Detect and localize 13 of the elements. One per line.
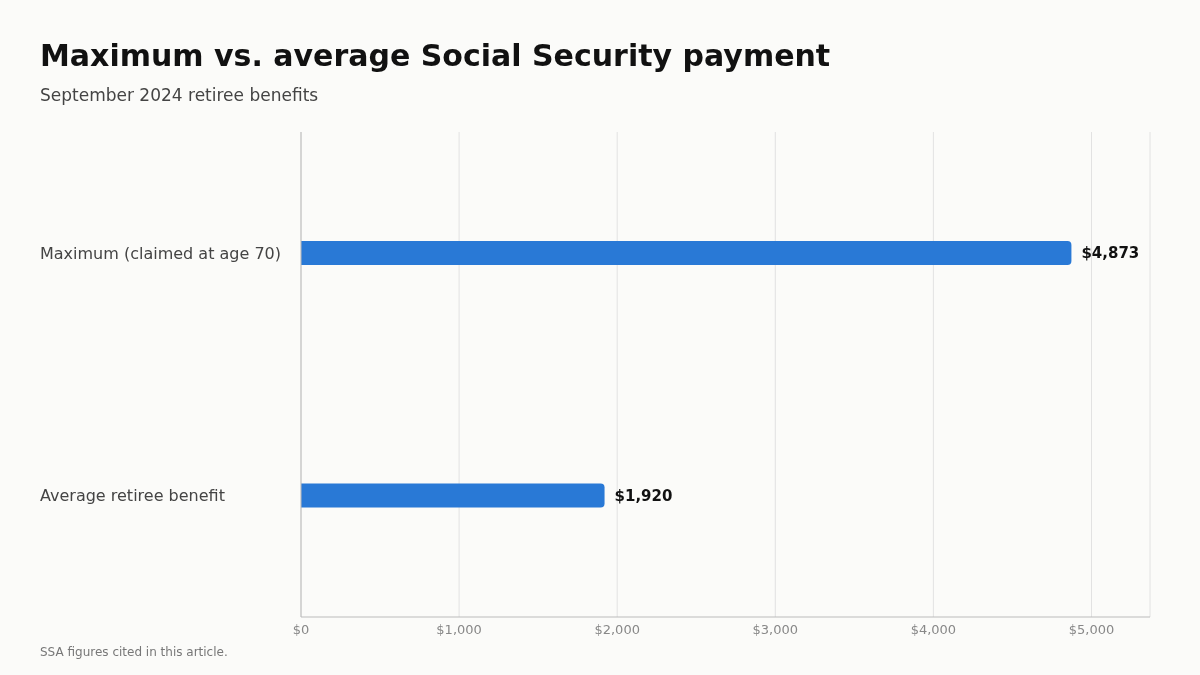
x-tick-label: $2,000 — [594, 622, 640, 638]
y-tick-label: Average retiree benefit — [40, 486, 225, 506]
text: SSA figures cited in this article. — [40, 645, 228, 659]
x-tick-label: $1,000 — [436, 622, 482, 638]
x-tick-label: $4,000 — [910, 622, 957, 638]
x-tick-label: $5,000 — [1068, 622, 1115, 638]
data-label: $4,873 — [1081, 244, 1140, 262]
x-tick-label: $0 — [292, 622, 310, 638]
chart-subtitle: September 2024 retiree benefits — [40, 85, 319, 105]
y-tick-label: Maximum (claimed at age 70) — [40, 243, 281, 263]
data-label: $1,920 — [614, 486, 673, 505]
chart-title: Maximum vs. average Social Security payment — [40, 38, 831, 73]
x-tick-label: $3,000 — [752, 622, 799, 638]
